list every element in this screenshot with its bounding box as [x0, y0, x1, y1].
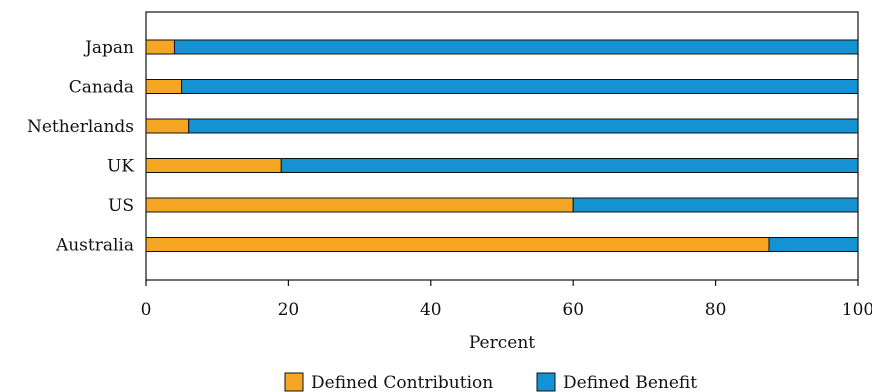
bar-canada-defined-contribution [145, 79, 183, 94]
x-tick-label: 80 [705, 300, 727, 320]
bar-japan-defined-contribution [145, 39, 175, 55]
x-axis-title: Percent [469, 333, 535, 353]
bar-us-defined-contribution [145, 197, 574, 213]
bar-netherlands-defined-contribution [145, 118, 190, 134]
bar-australia-defined-contribution [145, 237, 770, 252]
x-tick-label: 60 [562, 300, 584, 320]
legend-swatch [284, 372, 304, 392]
bar-uk-defined-benefit [280, 158, 859, 173]
bar-netherlands-defined-benefit [188, 118, 859, 134]
x-tick-label: 40 [420, 300, 442, 320]
legend: Defined Contribution Defined Benefit [284, 372, 697, 392]
legend-swatch [536, 372, 556, 392]
x-axis-ticks: 0 20 40 60 80 100 [141, 280, 872, 320]
legend-label: Defined Contribution [311, 373, 493, 392]
plot-area-frame [145, 11, 859, 281]
bar-canada-defined-benefit [181, 79, 859, 94]
legend-label: Defined Benefit [563, 373, 697, 392]
y-tick-label: Australia [55, 236, 134, 256]
y-tick-label: US [108, 196, 134, 216]
bars-group [145, 39, 859, 252]
x-tick-label: 20 [278, 300, 300, 320]
y-tick-label: Japan [83, 38, 134, 58]
bar-australia-defined-benefit [768, 237, 859, 252]
y-tick-label: Canada [69, 78, 134, 98]
bar-uk-defined-contribution [145, 158, 282, 173]
y-tick-label: Netherlands [27, 117, 134, 137]
y-axis-labels: Japan Canada Netherlands UK US Australia [27, 38, 134, 256]
bar-us-defined-benefit [572, 197, 859, 213]
x-tick-label: 0 [141, 300, 152, 320]
bar-japan-defined-benefit [173, 39, 859, 55]
x-tick-label: 100 [842, 300, 872, 320]
y-tick-label: UK [107, 157, 134, 177]
